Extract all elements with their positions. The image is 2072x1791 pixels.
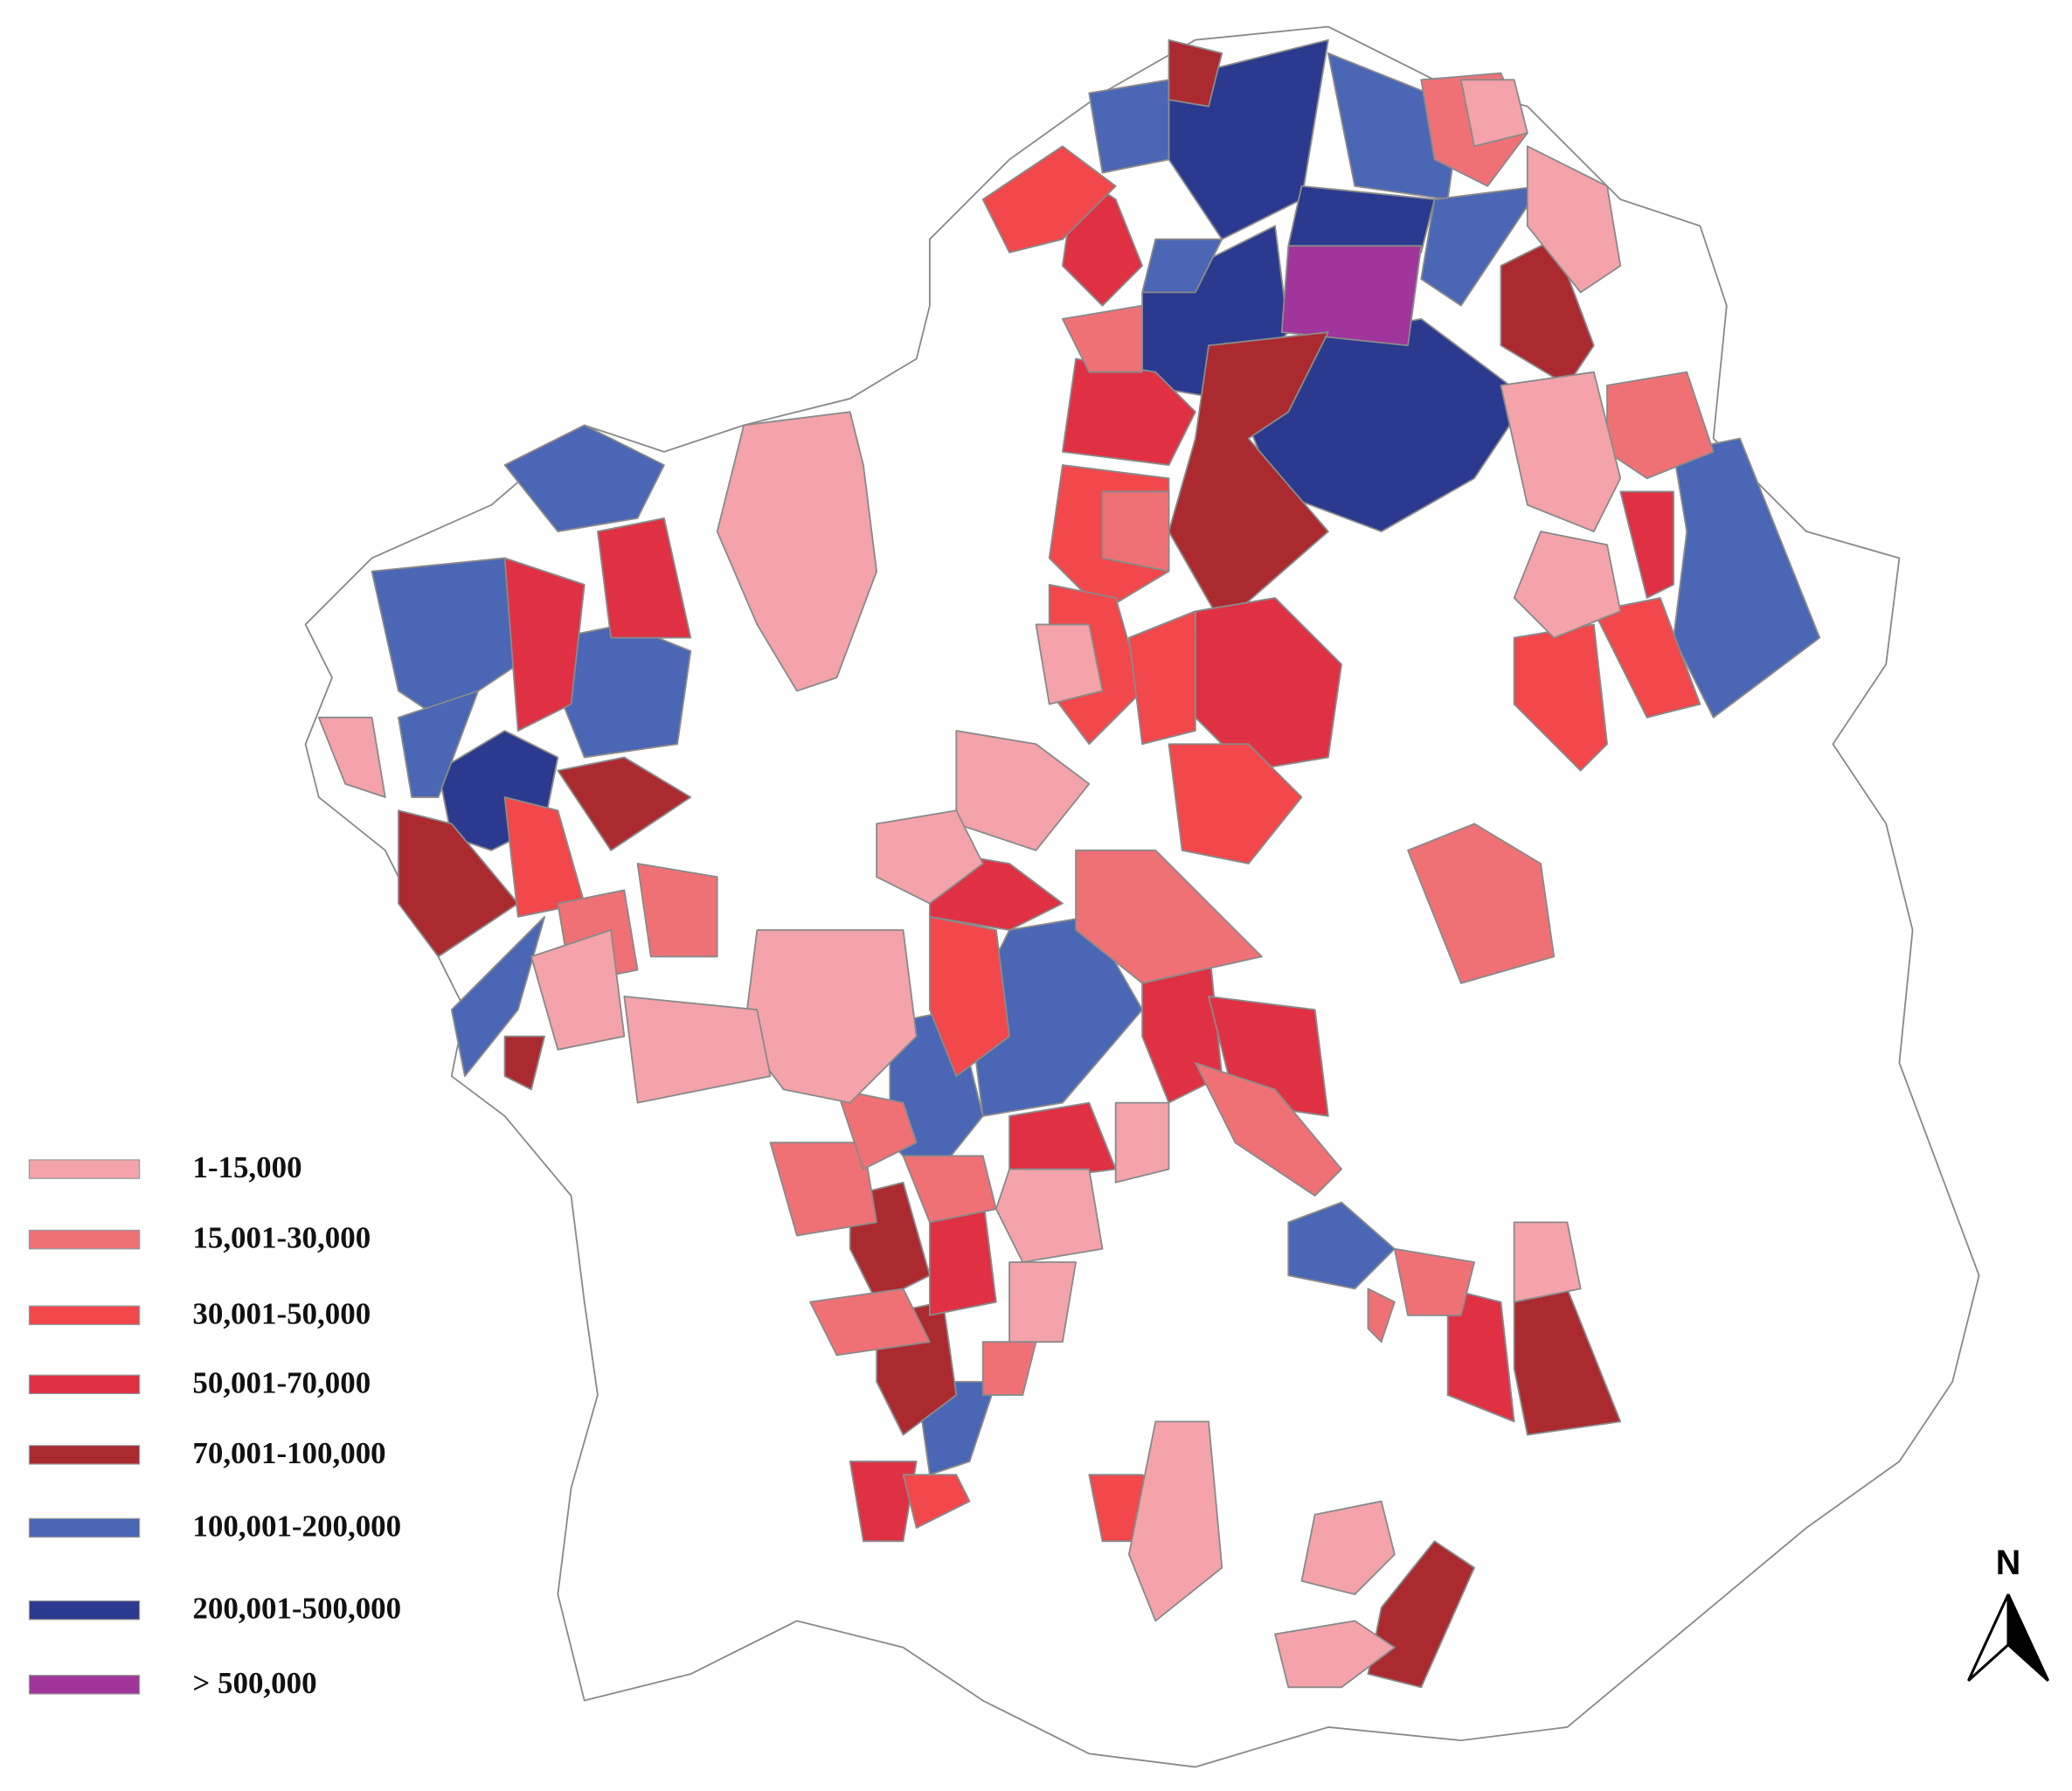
legend-swatch: [28, 1305, 141, 1326]
municipality: [1127, 1420, 1223, 1622]
municipality: [398, 809, 519, 958]
municipality: [1008, 1261, 1078, 1343]
north-arrow: N: [1967, 1544, 2050, 1682]
legend-swatch: [28, 1445, 141, 1465]
legend-swatch: [28, 1600, 141, 1621]
municipality: [716, 411, 878, 692]
arrow-right: [2006, 1593, 2050, 1682]
municipality: [1407, 823, 1556, 984]
municipality: [1287, 184, 1436, 253]
municipality: [1619, 490, 1674, 599]
legend-label: 15,001-30,000: [192, 1221, 371, 1255]
legend-label: 1-15,000: [192, 1150, 301, 1184]
municipality: [1168, 743, 1303, 864]
municipality: [503, 557, 586, 732]
municipality: [1446, 1288, 1515, 1423]
municipality: [994, 1168, 1104, 1263]
municipality: [809, 1288, 931, 1357]
municipality: [557, 756, 692, 851]
municipality: [849, 1461, 918, 1543]
municipality: [981, 145, 1117, 253]
municipality: [1459, 79, 1528, 148]
municipality: [1592, 597, 1701, 718]
municipality: [1168, 38, 1223, 108]
municipality: [1088, 79, 1170, 174]
municipality: [503, 1035, 546, 1091]
municipality: [1500, 371, 1622, 532]
arrow-left: [1967, 1593, 2010, 1682]
municipality: [623, 996, 772, 1104]
municipality: [636, 863, 718, 958]
municipality: [530, 929, 626, 1051]
legend-swatch: [28, 1675, 141, 1695]
municipality: [1101, 490, 1170, 573]
legend-swatch: [28, 1159, 141, 1179]
municipality: [1300, 1500, 1396, 1595]
municipality: [955, 730, 1091, 851]
north-label: N: [1996, 1544, 2021, 1582]
legend-swatch: [28, 1517, 141, 1538]
municipality: [398, 690, 480, 798]
municipality: [1061, 304, 1144, 373]
municipality: [902, 1474, 971, 1529]
legend-swatch: [28, 1229, 141, 1250]
legend-swatch: [28, 1374, 141, 1395]
municipality: [597, 517, 692, 639]
municipality: [1127, 610, 1196, 746]
legend-label: 50,001-70,000: [192, 1365, 371, 1399]
municipality: [1673, 437, 1821, 718]
municipality: [1075, 849, 1263, 984]
legend: 1-15,000 15,001-30,000 30,001-50,000 50,001…: [28, 1150, 401, 1700]
municipality: [1367, 1288, 1396, 1343]
legend-label: 100,001-200,000: [192, 1509, 401, 1543]
municipality: [1526, 145, 1622, 294]
municipality: [1114, 1101, 1170, 1184]
map-regions: [304, 25, 1980, 1768]
municipality: [317, 716, 386, 798]
legend-label: 200,001-500,000: [192, 1592, 401, 1626]
municipality: [1035, 623, 1104, 705]
municipality: [450, 915, 546, 1078]
municipality: [1280, 245, 1423, 347]
municipality: [1194, 1062, 1342, 1197]
municipality: [928, 915, 1011, 1078]
municipality: [1420, 184, 1542, 307]
municipality: [1141, 238, 1223, 294]
municipality: [1287, 1201, 1396, 1290]
municipality: [1168, 331, 1329, 626]
legend-label: 30,001-50,000: [192, 1296, 371, 1330]
legend-label: 70,001-100,000: [192, 1436, 385, 1470]
municipality: [1513, 531, 1622, 639]
municipality: [1513, 1221, 1582, 1303]
municipality: [769, 1142, 878, 1237]
municipality: [503, 424, 665, 532]
municipality: [1393, 1247, 1475, 1316]
municipality: [835, 1088, 918, 1170]
municipality: [876, 809, 984, 905]
legend-label: > 500,000: [192, 1666, 316, 1700]
municipality: [1274, 1620, 1396, 1689]
